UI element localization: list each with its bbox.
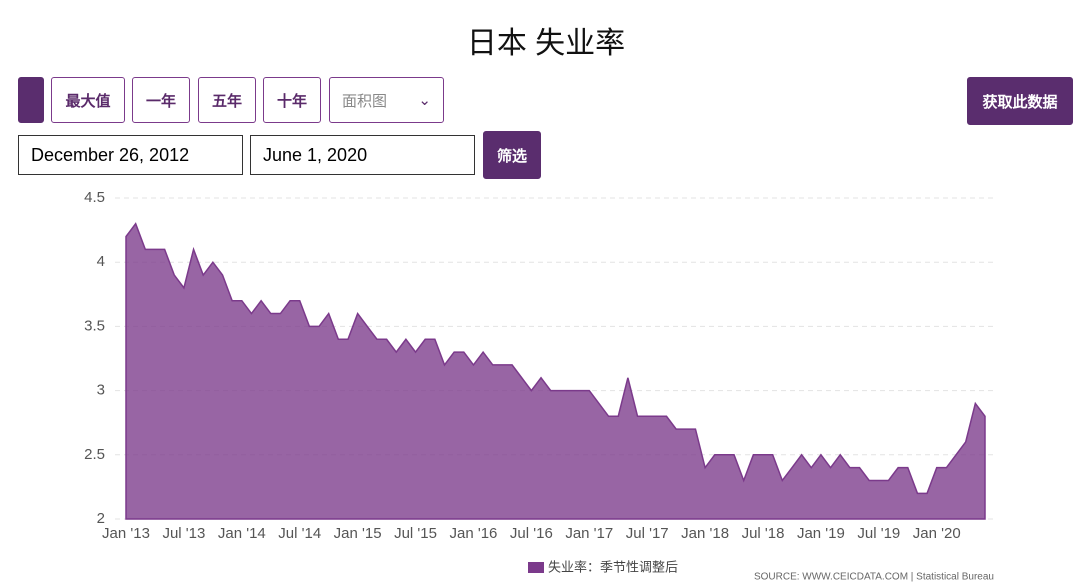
select-arrow: ⌄ [418, 92, 431, 109]
x-tick-label: Jul '13 [162, 525, 205, 542]
filter-button[interactable]: 筛选 [483, 131, 541, 179]
start-date-input[interactable]: December 26, 2012 [18, 135, 243, 175]
x-tick-label: Jul '19 [857, 525, 900, 542]
x-tick-label: Jul '18 [742, 525, 785, 542]
x-tick-label: Jan '18 [681, 525, 729, 542]
select-label: 面积图 [342, 92, 388, 110]
download-button[interactable]: 获取此数据 [967, 77, 1073, 125]
x-tick-label: Jul '15 [394, 525, 437, 542]
y-tick-label: 4 [97, 253, 105, 270]
range-button[interactable]: 最大值 [51, 77, 125, 123]
end-date-input[interactable]: June 1, 2020 [250, 135, 475, 175]
y-tick-label: 3 [97, 382, 105, 399]
x-tick-label: Jan '16 [450, 525, 498, 542]
y-tick-label: 2.5 [84, 446, 105, 463]
chart-title: 日本 失业率 [467, 27, 625, 60]
legend-swatch [528, 562, 544, 573]
x-tick-label: Jul '17 [626, 525, 669, 542]
x-tick-label: Jan '15 [334, 525, 382, 542]
x-tick-label: Jan '20 [913, 525, 961, 542]
range-button[interactable]: 一年 [132, 77, 190, 123]
menu-button[interactable] [18, 77, 44, 123]
range-button[interactable]: 五年 [198, 77, 256, 123]
range-button[interactable]: 十年 [263, 77, 321, 123]
chart-type-select[interactable]: 面积图 ⌄ [329, 77, 444, 123]
x-tick-label: Jan '13 [102, 525, 150, 542]
y-tick-label: 4.5 [84, 189, 105, 206]
x-tick-label: Jul '16 [510, 525, 553, 542]
source: SOURCE: WWW.CEICDATA.COM | Statistical B… [754, 572, 994, 583]
x-tick-label: Jan '17 [565, 525, 613, 542]
x-tick-label: Jan '19 [797, 525, 845, 542]
y-tick-label: 2 [97, 510, 105, 527]
legend-label: 失业率：季节性调整后 [548, 559, 678, 574]
x-tick-label: Jul '14 [278, 525, 321, 542]
x-tick-label: Jan '14 [218, 525, 266, 542]
area [125, 222, 986, 520]
y-tick-label: 3.5 [84, 317, 105, 334]
